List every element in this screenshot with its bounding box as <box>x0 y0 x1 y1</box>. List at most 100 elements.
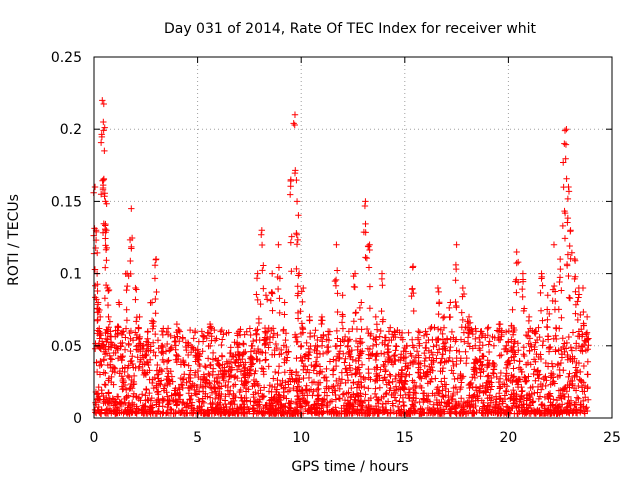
data-point <box>568 347 576 354</box>
data-point <box>176 386 183 393</box>
data-point <box>385 328 393 335</box>
data-point <box>429 351 437 359</box>
data-point <box>438 398 445 406</box>
data-point <box>441 375 448 382</box>
data-point <box>476 387 484 394</box>
data-point <box>387 372 394 380</box>
data-point <box>350 403 357 410</box>
data-point <box>208 384 215 392</box>
data-point <box>323 365 330 373</box>
data-point <box>173 402 180 409</box>
data-point <box>342 365 350 373</box>
data-point <box>192 390 199 397</box>
data-point <box>212 395 219 403</box>
data-point <box>259 349 266 356</box>
data-point <box>522 361 530 368</box>
data-point <box>556 325 563 332</box>
data-point <box>572 344 580 352</box>
data-point <box>583 404 590 411</box>
data-point <box>575 395 582 402</box>
data-point <box>335 375 343 383</box>
data-point <box>357 373 365 380</box>
data-point <box>515 347 522 354</box>
data-point <box>368 405 376 412</box>
data-point <box>129 393 137 400</box>
data-point <box>425 392 432 400</box>
data-point <box>129 360 136 368</box>
data-point <box>247 398 254 405</box>
data-point <box>338 369 346 376</box>
data-point <box>400 347 407 355</box>
data-point <box>112 403 119 411</box>
data-point <box>201 362 209 370</box>
data-point <box>495 390 503 397</box>
data-point <box>241 365 248 373</box>
data-point <box>250 347 258 355</box>
data-point <box>160 396 168 404</box>
data-point <box>484 402 491 410</box>
data-point <box>280 393 287 401</box>
data-point <box>426 406 433 413</box>
chart-title: Day 031 of 2014, Rate Of TEC Index for r… <box>164 21 537 37</box>
data-point <box>315 385 322 393</box>
data-point <box>299 387 306 394</box>
data-point <box>556 372 564 379</box>
data-point <box>416 374 423 381</box>
data-point <box>373 373 381 380</box>
data-point <box>100 341 107 348</box>
data-point <box>100 369 108 376</box>
data-point <box>262 356 270 363</box>
data-point <box>265 344 272 351</box>
data-point <box>250 393 257 401</box>
data-point <box>493 373 500 381</box>
data-point <box>255 390 262 397</box>
data-point <box>386 379 393 386</box>
data-point <box>158 348 166 355</box>
data-point <box>130 372 138 380</box>
data-point <box>477 373 484 380</box>
data-point <box>421 396 428 404</box>
data-point <box>286 375 294 382</box>
data-point <box>411 357 418 365</box>
data-point <box>536 333 543 341</box>
data-point <box>333 327 341 335</box>
data-point <box>351 396 358 403</box>
data-point <box>382 368 389 375</box>
data-point <box>376 333 383 340</box>
data-point <box>576 376 583 383</box>
data-point <box>217 328 224 335</box>
y-tick-label: 0.1 <box>60 267 82 283</box>
data-point <box>125 399 133 407</box>
data-point <box>227 344 234 351</box>
data-point <box>172 346 179 353</box>
data-point <box>387 324 394 331</box>
data-point <box>381 341 388 348</box>
data-point <box>559 335 566 342</box>
data-point <box>239 381 247 388</box>
data-point <box>496 385 503 392</box>
data-point <box>521 352 528 360</box>
data-point <box>202 363 210 371</box>
y-tick-label: 0.15 <box>51 194 82 210</box>
data-point <box>457 357 464 365</box>
data-point <box>504 339 512 346</box>
data-point <box>582 394 589 401</box>
data-point <box>402 378 409 385</box>
data-point <box>223 329 230 337</box>
data-point <box>560 385 568 392</box>
data-point <box>557 359 565 367</box>
data-point <box>139 402 147 409</box>
data-point <box>348 384 355 392</box>
data-point <box>118 373 125 380</box>
data-point <box>186 396 193 404</box>
data-point <box>441 339 449 347</box>
data-point <box>101 381 108 388</box>
data-point <box>129 353 136 360</box>
data-point <box>416 329 424 336</box>
data-point <box>562 384 569 391</box>
data-point <box>535 324 542 331</box>
data-point <box>577 406 584 414</box>
data-point <box>386 410 394 417</box>
data-point <box>177 381 185 388</box>
data-point <box>330 382 337 390</box>
